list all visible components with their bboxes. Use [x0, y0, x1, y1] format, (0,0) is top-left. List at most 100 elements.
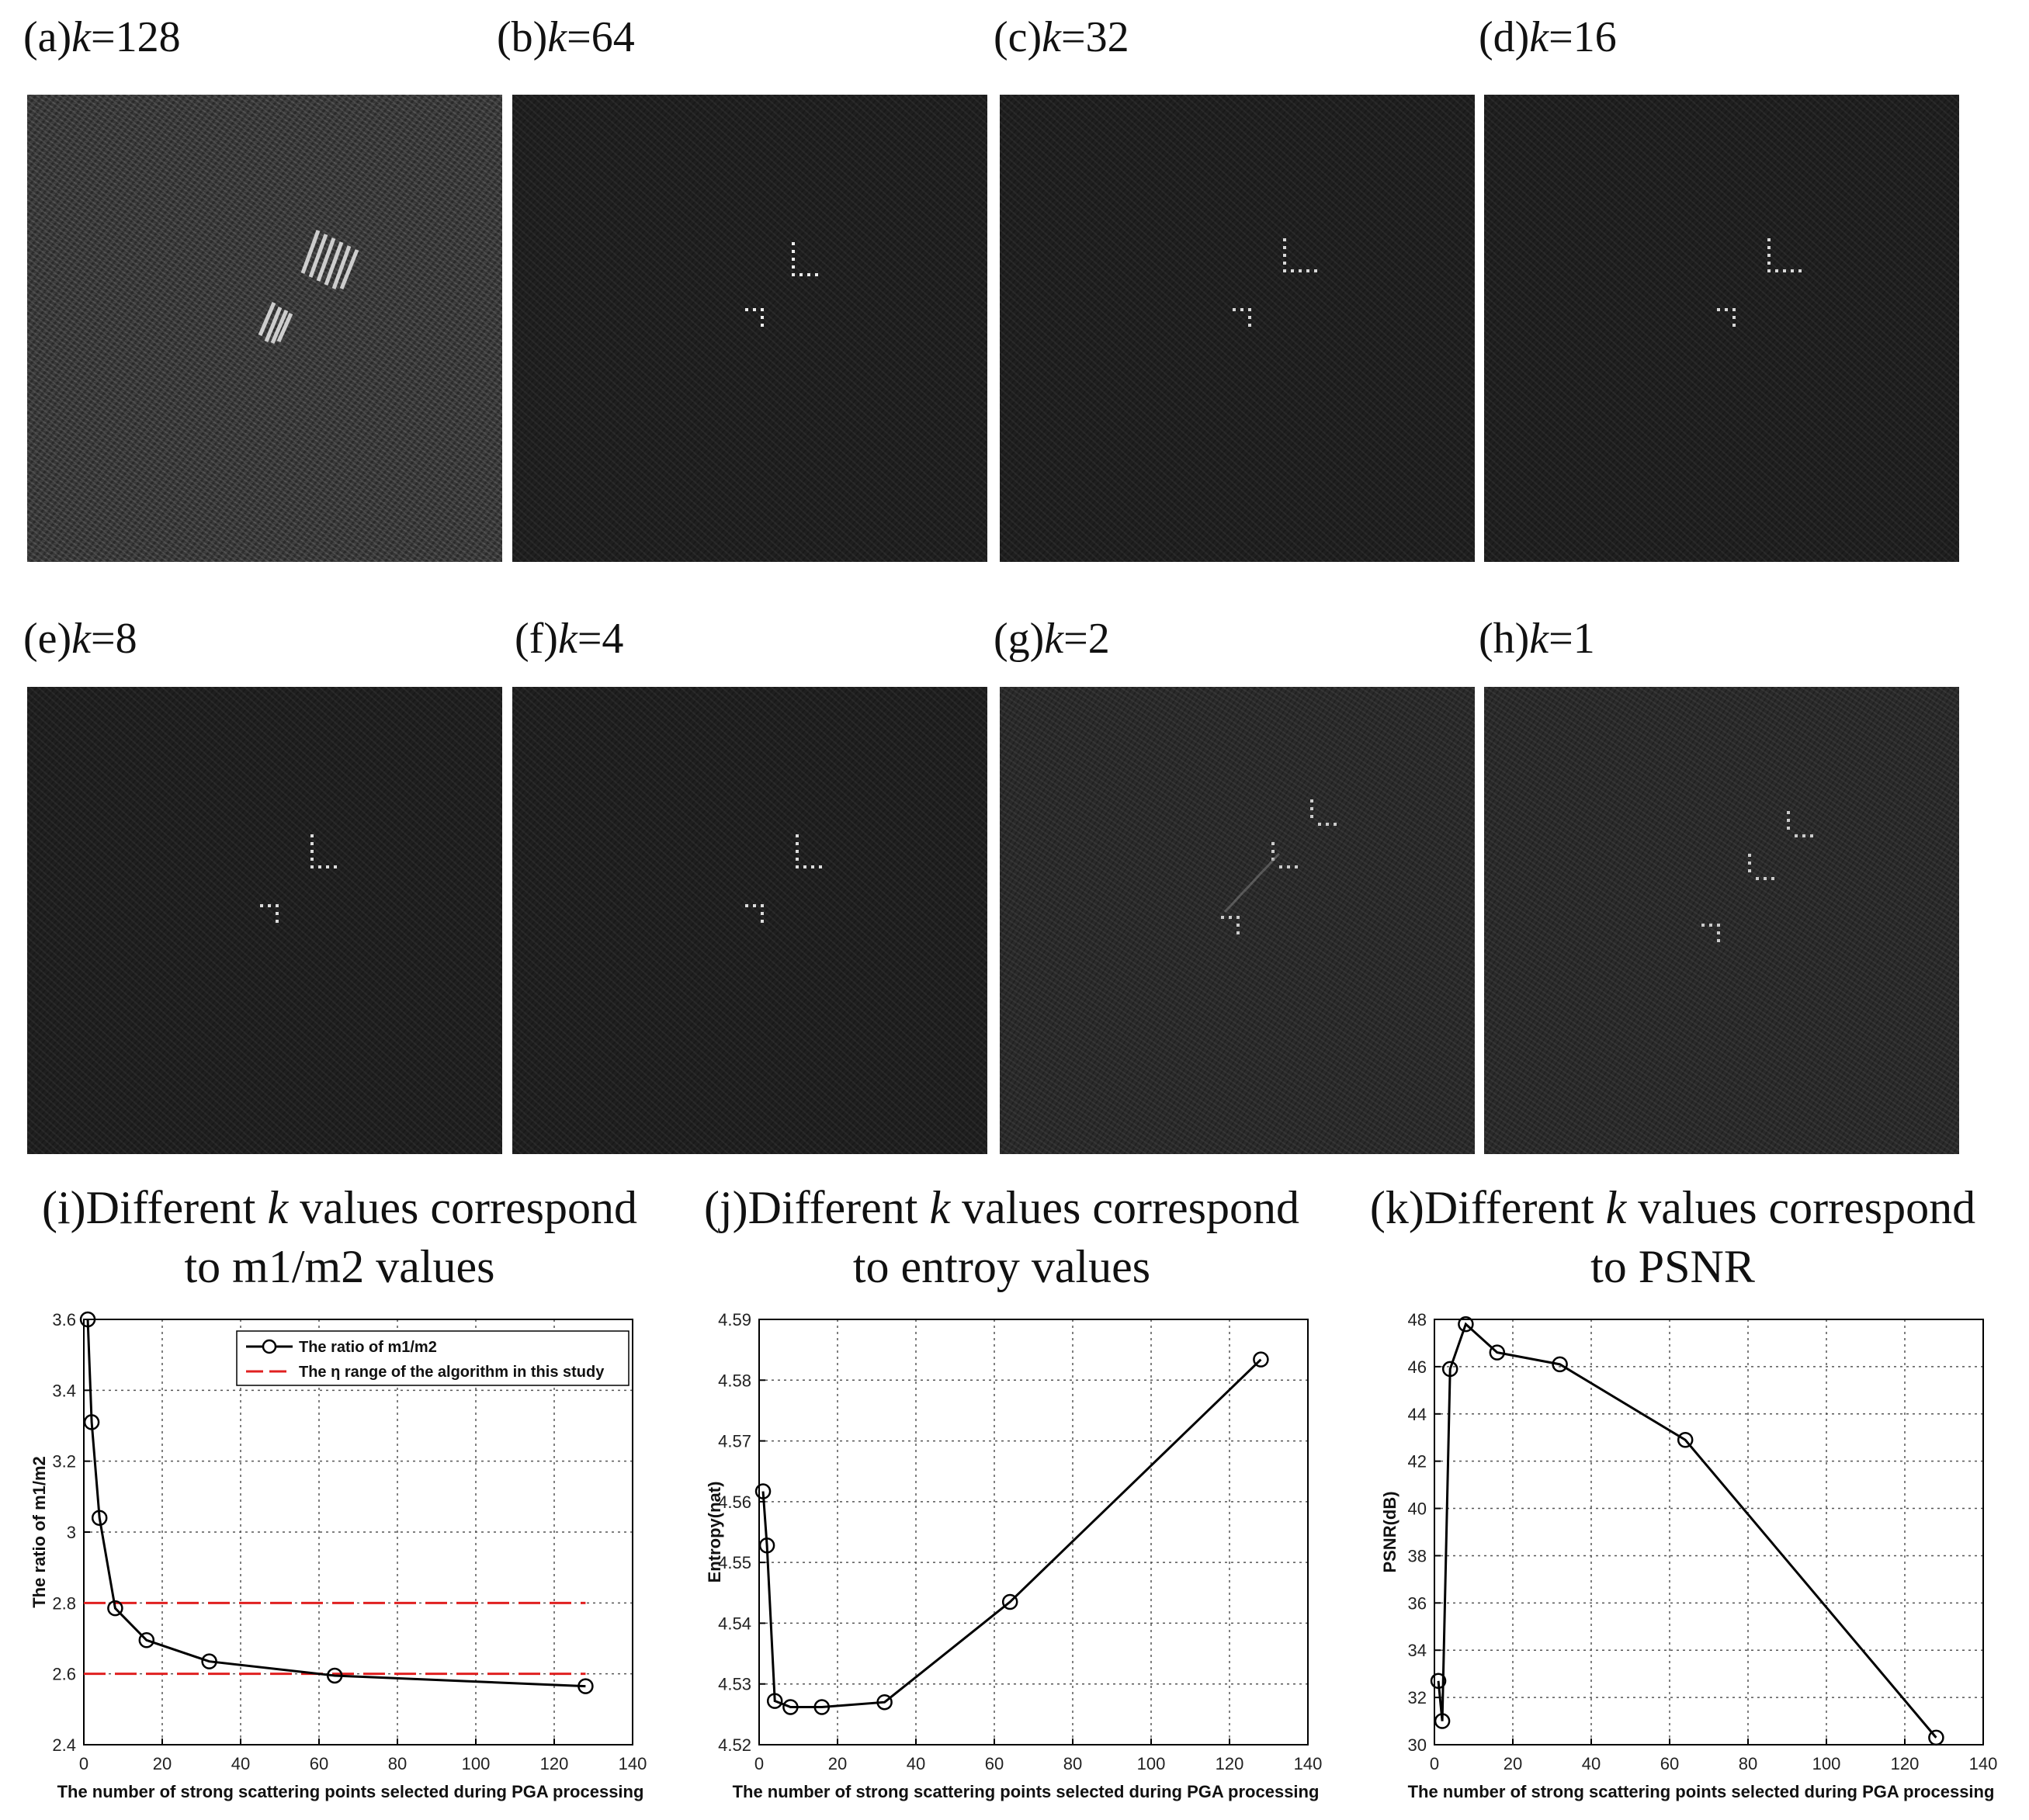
- x-tick-label: 140: [1969, 1754, 1998, 1773]
- y-tick-label: 48: [1408, 1310, 1427, 1329]
- y-tick-label: 4.54: [718, 1614, 751, 1633]
- data-point: [813, 1699, 831, 1715]
- y-tick-label: 2.6: [52, 1665, 76, 1684]
- data-point: [138, 1632, 155, 1648]
- panel-label-b: (b)k=64: [497, 13, 635, 61]
- chart-m1m2: 0 20 40 60 80 100 120 140 2.4 2.6 2.8 3 3.2 3.4 3.6 The…: [0, 1304, 675, 1816]
- x-tick-label: 120: [1216, 1754, 1244, 1773]
- x-tick-label: 0: [1430, 1754, 1439, 1773]
- sar-image-k128: [27, 95, 502, 562]
- y-tick-label: 40: [1408, 1499, 1427, 1519]
- x-tick-label: 60: [310, 1754, 328, 1773]
- x-tick-label: 120: [540, 1754, 569, 1773]
- y-axis-label: The ratio of m1/m2: [29, 1456, 49, 1608]
- sar-image-k8: [27, 687, 502, 1154]
- data-point: [107, 1600, 123, 1617]
- y-tick-label: 46: [1408, 1357, 1427, 1377]
- y-tick-label: 4.55: [718, 1553, 751, 1572]
- panel-label-a: (a)k=128: [23, 13, 181, 61]
- series-line: [761, 1358, 1262, 1708]
- y-tick-label: 4.57: [718, 1432, 751, 1451]
- y-tick-label: 2.4: [52, 1735, 76, 1755]
- y-tick-label: 3: [67, 1523, 76, 1542]
- y-tick-label: 36: [1408, 1593, 1427, 1613]
- legend-box: [236, 1330, 630, 1386]
- sar-image-k16: [1484, 95, 1959, 562]
- x-tick-label: 60: [1660, 1754, 1679, 1773]
- plot-frame: [758, 1319, 1309, 1745]
- x-axis-label: The number of strong scattering points s…: [57, 1782, 644, 1801]
- x-tick-label: 20: [153, 1754, 172, 1773]
- x-tick-label: 20: [828, 1754, 847, 1773]
- data-point: [1928, 1729, 1944, 1746]
- y-tick-label: 4.59: [718, 1310, 751, 1329]
- x-tick-label: 20: [1504, 1754, 1522, 1773]
- data-point: [758, 1537, 775, 1554]
- y-tick-label: 32: [1408, 1688, 1427, 1707]
- y-tick-label: 38: [1408, 1546, 1427, 1565]
- grid: [758, 1319, 1309, 1745]
- x-tick-label: 140: [619, 1754, 647, 1773]
- x-tick-label: 100: [1812, 1754, 1841, 1773]
- data-point: [1677, 1432, 1694, 1448]
- data-point: [1441, 1361, 1458, 1378]
- sar-image-k2: [1000, 687, 1475, 1154]
- y-tick-label: 42: [1408, 1452, 1427, 1472]
- data-point: [1552, 1356, 1568, 1373]
- chart-psnr: 0 20 40 60 80 100 120 140 30 32 34 36 38 40 42 44 46 48 Th…: [1351, 1304, 2029, 1816]
- chart-title-j: (j)Different k values correspond to entr…: [704, 1182, 1299, 1292]
- data-point: [876, 1693, 893, 1711]
- panel-label-d: (d)k=16: [1479, 13, 1617, 61]
- y-tick-label: 4.53: [718, 1675, 751, 1694]
- panel-label-h: (h)k=1: [1479, 615, 1595, 663]
- data-point: [1430, 1673, 1447, 1690]
- y-tick-label: 4.56: [718, 1492, 751, 1512]
- data-point: [83, 1414, 100, 1430]
- y-tick-label: 30: [1408, 1735, 1427, 1755]
- x-tick-label: 80: [388, 1754, 407, 1773]
- data-point: [1001, 1593, 1018, 1610]
- x-tick-label: 0: [79, 1754, 88, 1773]
- series-line: [86, 1319, 586, 1688]
- series-line: [1437, 1322, 1937, 1739]
- plot-frame: [1434, 1319, 1984, 1745]
- y-tick-label: 3.2: [52, 1452, 76, 1472]
- x-tick-label: 100: [1137, 1754, 1166, 1773]
- y-axis-label: PSNR(dB): [1380, 1491, 1399, 1572]
- x-axis-label: The number of strong scattering points s…: [733, 1782, 1320, 1801]
- y-tick-label: 3.4: [52, 1381, 76, 1400]
- data-point: [79, 1311, 96, 1328]
- x-tick-label: 40: [1582, 1754, 1601, 1773]
- panel-label-c: (c)k=32: [994, 13, 1129, 61]
- legend-label-series: The ratio of m1/m2: [299, 1339, 437, 1356]
- legend-label-reference: The η range of the algorithm in this stu…: [299, 1364, 605, 1381]
- data-point: [1253, 1351, 1269, 1368]
- legend-swatch-marker: [262, 1339, 277, 1354]
- x-tick-label: 140: [1294, 1754, 1323, 1773]
- x-tick-label: 80: [1063, 1754, 1082, 1773]
- x-tick-label: 100: [462, 1754, 491, 1773]
- plot-frame: [83, 1319, 633, 1745]
- y-tick-label: 2.8: [52, 1593, 76, 1613]
- data-point: [201, 1653, 217, 1669]
- data-point: [577, 1678, 594, 1694]
- chart-title-k: (k)Different k values correspond to PSNR: [1369, 1182, 1976, 1292]
- x-axis-label: The number of strong scattering points s…: [1408, 1782, 1995, 1801]
- legend: The ratio of m1/m2 The η range of the alg…: [236, 1330, 630, 1386]
- data-point: [91, 1510, 108, 1526]
- y-tick-label: 4.58: [718, 1371, 751, 1390]
- data-point: [1434, 1713, 1451, 1729]
- x-tick-label: 40: [907, 1754, 925, 1773]
- data-point: [326, 1667, 343, 1684]
- x-tick-label: 80: [1739, 1754, 1757, 1773]
- y-tick-label: 44: [1408, 1405, 1427, 1424]
- data-point: [754, 1483, 772, 1499]
- panel-label-g: (g)k=2: [994, 615, 1110, 663]
- chart-title-i: (i)Different k values correspond to m1/m…: [42, 1182, 637, 1292]
- x-tick-label: 0: [754, 1754, 764, 1773]
- y-axis-label: Entropy(nat): [705, 1482, 724, 1583]
- y-tick-label: 3.6: [52, 1310, 76, 1329]
- panel-label-f: (f)k=4: [515, 615, 624, 663]
- grid: [1434, 1319, 1984, 1745]
- y-tick-label: 4.52: [718, 1735, 751, 1755]
